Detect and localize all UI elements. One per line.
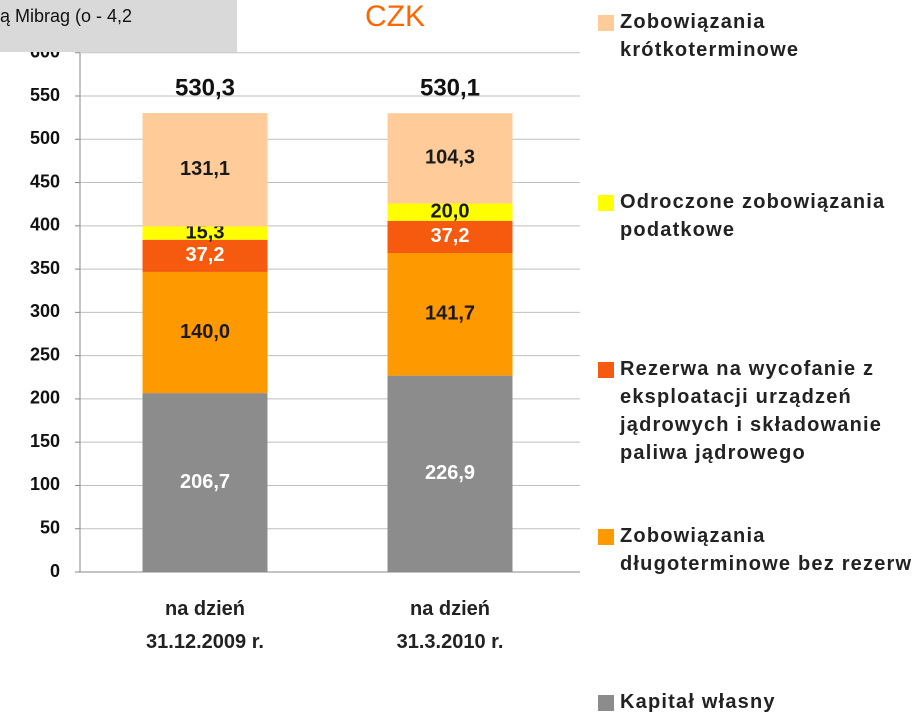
total-label: 530,3 <box>175 74 235 101</box>
chart-title: CZK <box>365 0 425 33</box>
legend-item: Odroczone zobowiązania podatkowe <box>598 188 920 244</box>
legend-swatch <box>598 362 614 378</box>
value-label: 140,0 <box>180 321 230 343</box>
value-label: 131,1 <box>180 158 230 180</box>
bar-segment <box>142 226 268 240</box>
legend-label: Rezerwa na wycofanie z eksploatacji urzą… <box>620 358 883 464</box>
chart: 050100150200250300350400450500550600206,… <box>0 0 580 581</box>
legend-label: Zobowiązania krótkoterminowe <box>620 11 800 61</box>
bar-segment <box>142 271 268 394</box>
legend-item: Rezerwa na wycofanie z eksploatacji urzą… <box>598 355 920 467</box>
bar-segment <box>142 113 268 227</box>
value-label: 104,3 <box>425 147 475 169</box>
y-tick-label: 150 <box>30 431 60 451</box>
bar-segment <box>142 239 268 272</box>
bar-segment <box>387 375 513 572</box>
y-tick-label: 300 <box>30 301 60 321</box>
y-tick-label: 350 <box>30 258 60 278</box>
value-label: 226,9 <box>425 462 475 484</box>
legend-label: Odroczone zobowiązania podatkowe <box>620 191 886 241</box>
legend-label: Kapitał własny <box>620 691 776 713</box>
bar-segment <box>387 220 513 253</box>
annotation: ą Mibrag (o - 4,2 <box>0 6 132 26</box>
legend-item: Zobowiązania długoterminowe bez rezerw <box>598 522 920 578</box>
legend-swatch <box>598 195 614 211</box>
y-tick-label: 0 <box>50 561 60 581</box>
legend-swatch <box>598 529 614 545</box>
value-label: 206,7 <box>180 471 230 493</box>
x-tick-label: na dzień 31.3.2010 r. <box>396 598 504 653</box>
legend-item: Zobowiązania krótkoterminowe <box>598 8 920 64</box>
bar-segment <box>387 252 513 376</box>
annotation-box <box>0 0 237 52</box>
bar-segment <box>142 393 268 572</box>
legend-swatch <box>598 15 614 31</box>
value-label: 141,7 <box>425 303 475 325</box>
value-label: 37,2 <box>186 244 225 266</box>
value-label: 15,3 <box>186 221 225 243</box>
y-tick-label: 100 <box>30 474 60 494</box>
y-tick-label: 450 <box>30 171 60 191</box>
legend-label: Zobowiązania długoterminowe bez rezerw <box>620 525 913 575</box>
y-tick-label: 500 <box>30 128 60 148</box>
x-tick-label: na dzień 31.12.2009 r. <box>146 598 264 653</box>
y-tick-label: 550 <box>30 85 60 105</box>
total-label: 530,1 <box>420 75 480 102</box>
y-tick-label: 200 <box>30 388 60 408</box>
y-tick-label: 50 <box>40 517 60 537</box>
legend-item: Kapitał własny <box>598 688 920 716</box>
value-label: 37,2 <box>431 225 470 247</box>
legend-swatch <box>598 695 614 711</box>
y-tick-label: 400 <box>30 215 60 235</box>
value-label: 20,0 <box>431 200 470 222</box>
bar-segment <box>387 203 513 221</box>
bar-segment <box>387 113 513 204</box>
y-tick-label: 250 <box>30 344 60 364</box>
